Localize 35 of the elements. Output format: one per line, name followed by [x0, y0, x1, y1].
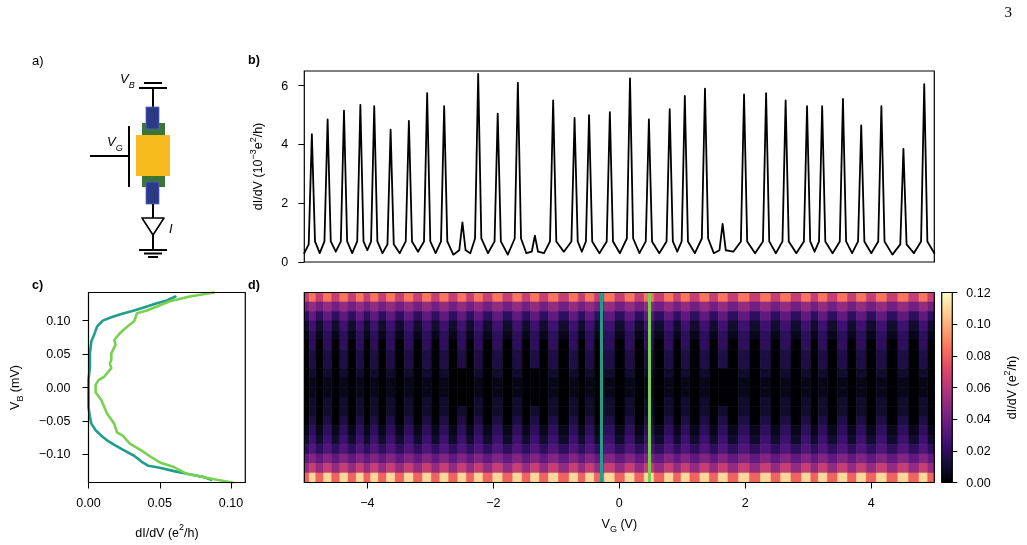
- color-bar-label: 0.12: [966, 285, 991, 300]
- y-tick-label: 2: [281, 196, 289, 211]
- chart-title: d): [248, 278, 260, 292]
- text: 3: [1004, 3, 1012, 20]
- color-bar-label: 0.10: [966, 317, 991, 332]
- color-bar-label: 0.04: [966, 412, 991, 427]
- y-tick-label: 0: [281, 255, 289, 269]
- color-bar-title: dI/dV (e2/h): [1001, 355, 1020, 420]
- color-bar-label: 0.08: [966, 348, 991, 363]
- line-series: [94, 291, 234, 484]
- chart-title: b): [248, 53, 260, 67]
- text: a): [32, 53, 44, 68]
- x-tick-label: 0: [615, 496, 623, 510]
- x-tick-label: −4: [360, 496, 375, 510]
- y-tick-label: 4: [281, 137, 289, 152]
- x-tick-label: 0.05: [147, 496, 172, 510]
- color-bar-label: 0.06: [966, 380, 991, 395]
- y-tick-label: −0.05: [38, 413, 71, 428]
- x-tick-label: −2: [486, 496, 501, 510]
- y-tick-label: −0.10: [38, 447, 71, 462]
- circuit-diagram: V$_{B}$ V$_{G}$ I: [89, 71, 173, 258]
- x-tick-label: 0.10: [218, 496, 244, 510]
- y-tick-label: 6: [281, 78, 289, 93]
- color-bar-label: 0.02: [966, 443, 991, 458]
- chart-title: c): [32, 278, 44, 292]
- color-bar-label: 0.00: [966, 475, 991, 490]
- y-axis-title: dI/dV (10−3e2/h): [247, 122, 266, 211]
- y-tick-label: 0.10: [46, 313, 71, 328]
- y-tick-label: 0.00: [46, 380, 71, 395]
- y-axis-title: VB (mV): [7, 365, 25, 410]
- x-tick-label: 4: [867, 496, 875, 510]
- line-series: [87, 295, 213, 482]
- x-tick-label: 0.00: [76, 496, 101, 510]
- y-tick-label: 0.05: [46, 347, 71, 362]
- x-tick-label: 2: [741, 496, 749, 510]
